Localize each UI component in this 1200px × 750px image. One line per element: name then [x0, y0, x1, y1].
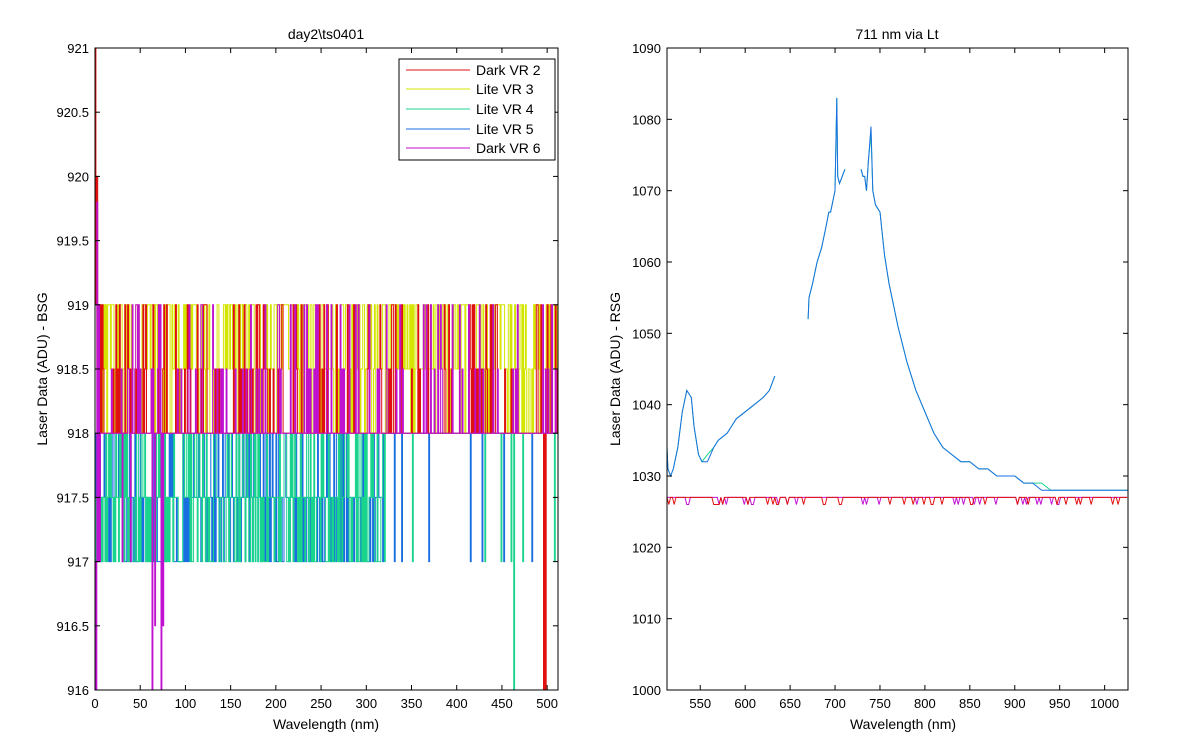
y-tick-label: 916: [67, 683, 89, 698]
series-line-dark-red: [666, 496, 1128, 505]
x-tick-label: 800: [914, 696, 936, 711]
x-tick-label: 0: [91, 696, 98, 711]
y-tick-label: 1080: [632, 112, 661, 127]
x-tick-label: 450: [491, 696, 513, 711]
right-chart-series-lines: [666, 97, 1128, 505]
left-chart-ylabel: Laser Data (ADU) - BSG: [34, 292, 50, 445]
left-chart-ticks: 0 50 100 150 200 250 300 350 400 450 500 916 916.5 91…: [56, 41, 558, 711]
x-tick-label: 200: [265, 696, 287, 711]
y-tick-label: 1030: [632, 469, 661, 484]
right-chart: 711 nm via Lt Wavelength (nm) Laser Data…: [607, 26, 1129, 732]
x-tick-label: 950: [1049, 696, 1071, 711]
x-tick-label: 300: [355, 696, 377, 711]
y-tick-label: 1010: [632, 612, 661, 627]
y-tick-label: 919.5: [56, 234, 89, 249]
x-tick-label: 600: [734, 696, 756, 711]
left-chart-axes-box: [94, 47, 559, 691]
x-tick-label: 50: [133, 696, 147, 711]
left-chart-xlabel: Wavelength (nm): [273, 716, 379, 732]
series-line-blue-seg-0: [666, 375, 776, 478]
y-tick-label: 1090: [632, 41, 661, 56]
legend-label-lite-vr-4: Lite VR 4: [476, 101, 534, 117]
legend-label-lite-vr-3: Lite VR 3: [476, 81, 534, 97]
legend-label-dark-vr-2: Dark VR 2: [476, 62, 541, 78]
x-tick-label: 700: [824, 696, 846, 711]
y-tick-label: 1040: [632, 398, 661, 413]
y-tick-label: 920: [67, 169, 89, 184]
y-tick-label: 918.5: [56, 362, 89, 377]
y-tick-label: 918: [67, 426, 89, 441]
x-tick-label: 400: [446, 696, 468, 711]
series-line-blue-seg-2: [860, 126, 1128, 491]
y-tick-label: 1000: [632, 683, 661, 698]
x-tick-label: 150: [220, 696, 242, 711]
x-tick-label: 100: [175, 696, 197, 711]
y-tick-label: 917.5: [56, 490, 89, 505]
legend-label-lite-vr-5: Lite VR 5: [476, 121, 534, 137]
left-chart-title: day2\ts0401: [288, 26, 364, 42]
x-tick-label: 550: [689, 696, 711, 711]
left-chart-legend: Dark VR 2 Lite VR 3 Lite VR 4 Lite VR 5 …: [398, 58, 556, 161]
x-tick-label: 650: [779, 696, 801, 711]
right-chart-title: 711 nm via Lt: [855, 26, 938, 42]
y-tick-label: 921: [67, 41, 89, 56]
right-chart-xlabel: Wavelength (nm): [850, 716, 956, 732]
y-tick-label: 917: [67, 555, 89, 570]
x-tick-label: 1000: [1090, 696, 1119, 711]
x-tick-label: 750: [869, 696, 891, 711]
series-line-dark-vr-6: [95, 201, 559, 691]
left-chart-series-lines: [95, 47, 559, 691]
right-chart-axes-box: [666, 47, 1129, 691]
y-tick-label: 1070: [632, 184, 661, 199]
right-chart-ylabel: Laser Data (ADU) - RSG: [607, 292, 623, 446]
legend-label-dark-vr-6: Dark VR 6: [476, 140, 541, 156]
x-tick-label: 250: [310, 696, 332, 711]
x-tick-label: 850: [959, 696, 981, 711]
y-tick-label: 920.5: [56, 105, 89, 120]
y-tick-label: 1020: [632, 540, 661, 555]
series-line-blue-seg-1: [807, 97, 846, 320]
x-tick-label: 500: [536, 696, 558, 711]
y-tick-label: 1060: [632, 255, 661, 270]
x-tick-label: 350: [401, 696, 423, 711]
x-tick-label: 900: [1004, 696, 1026, 711]
right-chart-ticks: 550 600 650 700 750 800 850 900 950 1000 1000 1010 1…: [632, 41, 1128, 711]
left-chart: day2\ts0401 Wavelength (nm) Laser Data (…: [34, 26, 559, 732]
y-tick-label: 919: [67, 298, 89, 313]
y-tick-label: 916.5: [56, 619, 89, 634]
y-tick-label: 1050: [632, 326, 661, 341]
